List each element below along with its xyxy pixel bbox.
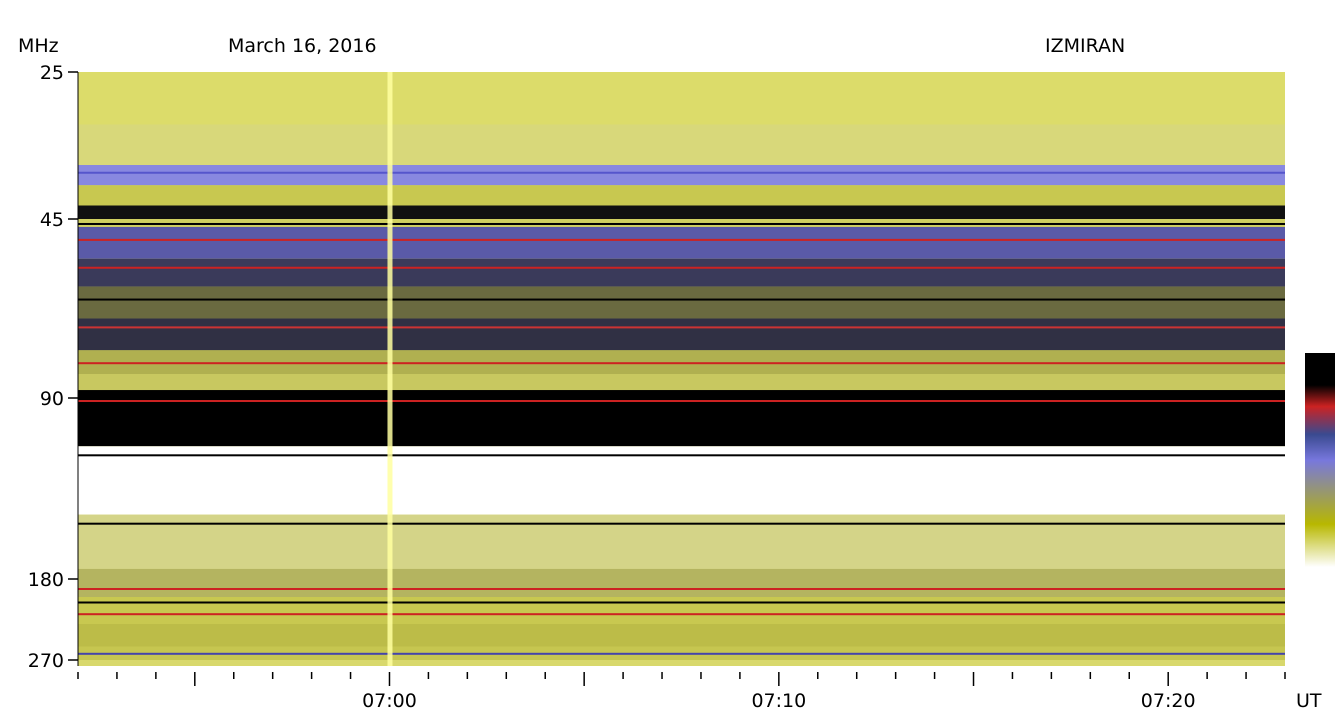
burst-column-0 xyxy=(387,72,393,666)
channel-line-9 xyxy=(78,522,1285,525)
band-16 xyxy=(78,597,1285,624)
band-17 xyxy=(78,624,1285,647)
y-tick-label-4: 270 xyxy=(28,650,64,672)
band-9 xyxy=(78,318,1285,351)
band-3 xyxy=(78,185,1285,206)
y-axis: 25 45 90 180 270 xyxy=(28,62,79,672)
x-tick-label-1: 07:10 xyxy=(751,690,806,712)
band-13 xyxy=(78,446,1285,515)
unit-label: MHz xyxy=(18,35,59,57)
channel-line-2 xyxy=(78,238,1285,241)
channel-line-1 xyxy=(78,222,1285,225)
band-11 xyxy=(78,374,1285,391)
channel-line-7 xyxy=(78,400,1285,403)
observatory-label: IZMIRAN xyxy=(1045,35,1125,57)
y-tick-label-3: 180 xyxy=(28,569,64,591)
band-8 xyxy=(78,286,1285,319)
date-label: March 16, 2016 xyxy=(228,35,377,57)
band-0 xyxy=(78,72,1285,125)
channel-line-8 xyxy=(78,454,1285,457)
band-2 xyxy=(78,165,1285,186)
channel-line-3 xyxy=(78,266,1285,269)
colorbar xyxy=(1305,353,1335,567)
channel-line-12 xyxy=(78,613,1285,616)
band-7 xyxy=(78,258,1285,287)
channel-line-6 xyxy=(78,362,1285,365)
y-tick-label-1: 45 xyxy=(40,209,64,231)
channel-line-4 xyxy=(78,298,1285,301)
y-tick-label-2: 90 xyxy=(40,388,64,410)
x-tick-label-2: 07:20 xyxy=(1141,690,1196,712)
channel-line-13 xyxy=(78,652,1285,655)
band-15 xyxy=(78,568,1285,597)
channel-line-11 xyxy=(78,601,1285,604)
band-4 xyxy=(78,205,1285,219)
band-12 xyxy=(78,390,1285,447)
y-tick-label-0: 25 xyxy=(40,62,64,84)
channel-line-10 xyxy=(78,588,1285,590)
band-6 xyxy=(78,226,1285,259)
channel-line-5 xyxy=(78,326,1285,329)
time-unit-label: UT xyxy=(1296,690,1322,712)
channel-line-0 xyxy=(78,171,1285,174)
band-1 xyxy=(78,124,1285,165)
x-axis: 07:00 07:10 07:20 xyxy=(77,672,1286,712)
plot-area xyxy=(78,72,1285,666)
x-tick-label-0: 07:00 xyxy=(362,690,417,712)
